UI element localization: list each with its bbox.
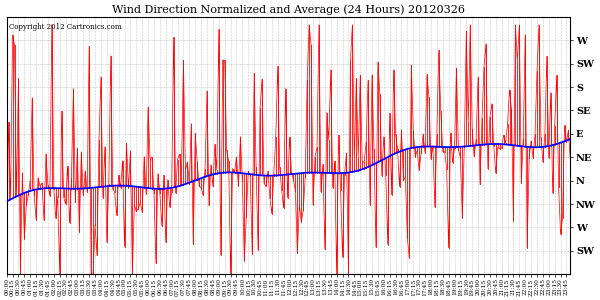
- Title: Wind Direction Normalized and Average (24 Hours) 20120326: Wind Direction Normalized and Average (2…: [112, 4, 465, 15]
- Text: Copyright 2012 Cartronics.com: Copyright 2012 Cartronics.com: [10, 23, 122, 31]
